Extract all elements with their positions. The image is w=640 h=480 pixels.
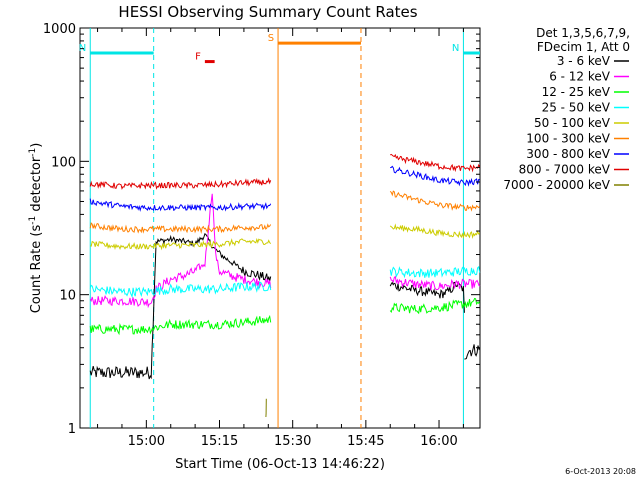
legend-entry-label: 6 - 12 keV: [549, 70, 611, 84]
y-tick-label: 1000: [43, 22, 76, 37]
plot-frame: [79, 27, 481, 429]
series-line: [89, 222, 272, 234]
series-line: [389, 275, 481, 291]
series-line: [464, 344, 481, 360]
y-axis-label-mid: detector: [29, 156, 44, 216]
legend-header-line-2: FDecim 1, Att 0: [537, 40, 630, 54]
legend-entry-label: 7000 - 20000 keV: [503, 178, 610, 192]
series-line: [89, 193, 272, 309]
series-line: [389, 153, 481, 173]
x-tick-label: 15:45: [347, 434, 384, 449]
x-tick-label: 16:00: [420, 434, 457, 449]
series-line: [389, 297, 481, 315]
y-axis-label-sup2: -1: [28, 148, 38, 157]
x-tick-label: 15:30: [274, 434, 311, 449]
series-line: [389, 190, 481, 212]
series-line: [90, 237, 272, 251]
interval-markers: [89, 28, 464, 428]
series-lines: [89, 153, 481, 418]
series-line: [389, 280, 465, 313]
legend: Det 1,3,5,6,7,9, FDecim 1, Att 0 3 - 6 k…: [503, 26, 630, 192]
chart-title: HESSI Observing Summary Count Rates: [118, 3, 417, 21]
legend-header-line-1: Det 1,3,5,6,7,9,: [536, 26, 630, 40]
y-tick-label: 10: [59, 289, 76, 304]
series-line: [89, 232, 272, 380]
series-line: [89, 281, 272, 299]
series-line: [89, 198, 272, 212]
flag-label: N: [452, 43, 459, 54]
legend-entry-label: 100 - 300 keV: [526, 132, 610, 146]
y-axis-label-main: Count Rate (s: [29, 225, 44, 314]
series-line: [390, 165, 480, 187]
y-tick-label: 1: [68, 422, 76, 437]
y-axis-label-end: ): [29, 143, 44, 148]
timestamp: 6-Oct-2013 20:08: [565, 467, 636, 476]
legend-entry-label: 3 - 6 keV: [557, 54, 611, 68]
x-tick-label: 15:00: [128, 434, 165, 449]
axes: 15:00 15:15 15:30 15:45 16:00 1 10 100 1000: [43, 22, 480, 449]
y-tick-label: 100: [51, 155, 76, 170]
x-tick-label: 15:15: [201, 434, 238, 449]
y-axis-label-sup1: -1: [28, 216, 38, 225]
flag-label: F: [195, 52, 201, 63]
legend-entry-label: 12 - 25 keV: [542, 85, 611, 99]
y-axis-label: Count Rate (s-1 detector-1): [28, 143, 44, 314]
x-axis-label: Start Time (06-Oct-13 14:46:22): [175, 457, 385, 472]
series-line: [89, 314, 272, 336]
legend-entry-label: 50 - 100 keV: [534, 116, 611, 130]
series-line: [89, 177, 272, 190]
flag-label: S: [268, 33, 274, 44]
legend-entry-label: 25 - 50 keV: [542, 101, 611, 115]
flag-markers: N NFS: [79, 33, 480, 64]
series-line: [389, 265, 481, 279]
series-line: [389, 223, 481, 240]
legend-entry-label: 800 - 7000 keV: [519, 163, 611, 177]
plot-area: [79, 27, 481, 429]
legend-entry-label: 300 - 800 keV: [526, 147, 610, 161]
